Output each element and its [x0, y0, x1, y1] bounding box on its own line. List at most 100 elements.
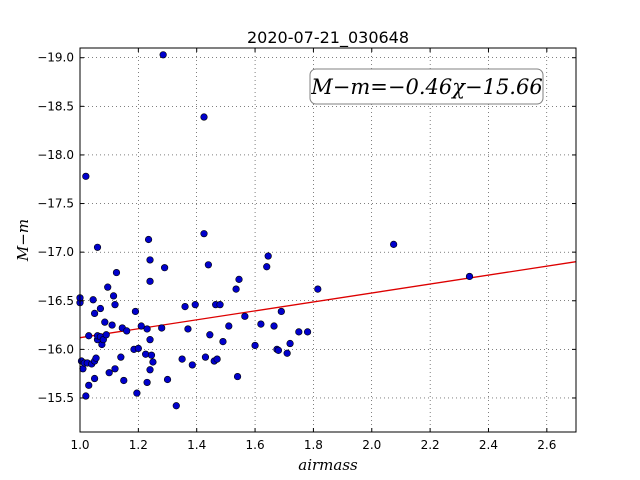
- data-point: [142, 350, 150, 358]
- data-point: [219, 337, 227, 346]
- data-point: [104, 283, 112, 291]
- data-point: [201, 353, 210, 361]
- y-tick-label: −15.5: [37, 391, 74, 405]
- data-point: [232, 285, 240, 293]
- x-tick-label: 1.6: [246, 438, 265, 452]
- data-point: [235, 275, 243, 283]
- data-point: [204, 261, 212, 269]
- data-point: [295, 328, 303, 336]
- data-point: [390, 240, 398, 248]
- data-point: [96, 304, 105, 313]
- data-point: [143, 325, 151, 333]
- x-tick-label: 2.6: [537, 438, 556, 452]
- data-point: [120, 376, 128, 385]
- grid: [80, 48, 576, 432]
- data-point: [149, 358, 157, 366]
- data-point: [263, 263, 271, 271]
- data-point: [216, 301, 224, 309]
- x-tick-label: 1.8: [304, 438, 323, 452]
- data-point: [133, 389, 141, 397]
- data-point: [134, 344, 142, 352]
- data-point: [85, 332, 93, 340]
- data-point: [109, 292, 118, 300]
- data-point: [181, 302, 189, 311]
- x-tick-label: 1.4: [187, 438, 206, 452]
- data-point: [241, 312, 249, 320]
- x-tick-label: 1.0: [70, 438, 89, 452]
- data-point: [257, 320, 265, 328]
- data-point: [277, 307, 285, 316]
- y-tick-label: −16.5: [37, 294, 74, 308]
- y-tick-label: −19.0: [37, 51, 74, 65]
- data-point: [131, 307, 140, 316]
- fit-equation-text: M−m=−0.46χ−15.66: [310, 75, 542, 99]
- data-point: [82, 172, 90, 180]
- data-point: [85, 381, 93, 389]
- data-point: [146, 366, 154, 374]
- data-point: [89, 296, 97, 304]
- y-tick-label: −18.5: [37, 99, 74, 113]
- x-tick-label: 2.2: [421, 438, 440, 452]
- data-point: [270, 322, 278, 330]
- data-point: [286, 339, 294, 348]
- chart-title: 2020-07-21_030648: [247, 28, 409, 48]
- data-point: [314, 285, 322, 293]
- data-point: [191, 301, 199, 309]
- data-point: [465, 272, 474, 281]
- fit-equation-frame: [309, 68, 544, 105]
- data-point: [163, 375, 172, 384]
- data-point: [111, 365, 119, 373]
- data-point: [161, 264, 169, 272]
- data-point: [105, 369, 113, 377]
- data-point: [117, 353, 125, 361]
- x-tick-label: 1.2: [129, 438, 148, 452]
- data-point: [90, 309, 99, 317]
- data-point: [146, 277, 154, 285]
- data-point: [147, 351, 156, 359]
- data-point: [137, 322, 145, 330]
- data-point: [93, 243, 102, 251]
- data-point: [101, 318, 109, 326]
- fit-line-group: [79, 261, 577, 339]
- data-point: [233, 372, 242, 381]
- data-point: [79, 365, 87, 373]
- data-point: [188, 361, 196, 369]
- data-point: [283, 349, 291, 357]
- data-point: [251, 341, 259, 350]
- y-tick-label: −17.5: [37, 197, 74, 211]
- y-tick-label: −17.0: [37, 245, 74, 259]
- data-point: [172, 402, 180, 410]
- data-point: [158, 324, 166, 332]
- y-tick-label: −16.0: [37, 342, 74, 356]
- data-points: [76, 51, 474, 410]
- data-point: [200, 230, 208, 238]
- data-point: [274, 346, 283, 354]
- data-point: [108, 321, 116, 329]
- data-point: [144, 235, 153, 244]
- y-tick-label: −18.0: [37, 148, 74, 162]
- y-axis-label: M−m: [14, 219, 32, 262]
- fit-equation-box: M−m=−0.46χ−15.66: [309, 68, 544, 105]
- x-tick-label: 2.4: [479, 438, 498, 452]
- data-point: [303, 328, 312, 336]
- data-point: [112, 268, 121, 277]
- data-point: [146, 256, 154, 264]
- axis-ticks: 1.0 1.2 1.4 1.6 1.8 2.0 2.2 2.4 2.6 −15.5 −16.0 −16…: [37, 48, 576, 452]
- data-point: [143, 378, 151, 387]
- data-point: [178, 355, 186, 363]
- fit-line: [79, 261, 577, 339]
- data-point: [200, 113, 208, 121]
- data-point: [111, 301, 119, 309]
- data-point: [264, 252, 272, 260]
- data-point: [213, 355, 221, 363]
- x-axis-label: airmass: [298, 456, 358, 474]
- data-point: [206, 331, 214, 339]
- x-tick-label: 2.0: [362, 438, 381, 452]
- data-point: [123, 327, 131, 335]
- plot-frame: [79, 47, 577, 433]
- data-point: [159, 51, 167, 59]
- data-point: [92, 354, 100, 362]
- data-point: [146, 336, 154, 344]
- data-point: [102, 331, 110, 339]
